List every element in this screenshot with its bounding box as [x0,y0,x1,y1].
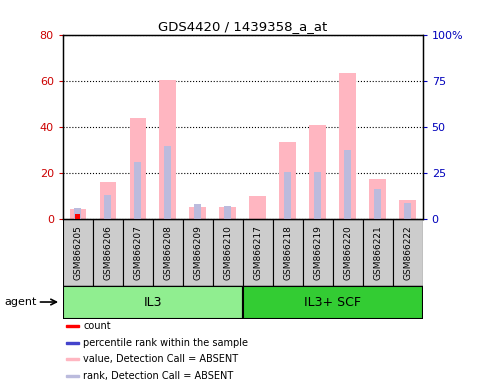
Bar [99,182,116,220]
Bar [63,286,242,318]
Bar [242,286,423,318]
Bar [273,220,303,286]
Bar [213,220,242,286]
Bar [159,79,176,220]
Bar [303,220,333,286]
Bar [70,209,86,220]
Bar [242,220,273,286]
Text: count: count [83,321,111,331]
Text: GSM866209: GSM866209 [193,225,202,280]
Bar [344,150,351,220]
Title: GDS4420 / 1439358_a_at: GDS4420 / 1439358_a_at [158,20,327,33]
Bar [225,205,231,220]
Bar [75,214,81,220]
Text: GSM866208: GSM866208 [163,225,172,280]
Bar [333,220,363,286]
Bar [310,125,326,220]
Bar [249,196,266,220]
Bar [104,195,111,220]
Text: GSM866217: GSM866217 [253,225,262,280]
Bar [280,142,296,220]
Bar [183,220,213,286]
Text: GSM866206: GSM866206 [103,225,112,280]
Bar [363,220,393,286]
Bar [66,325,79,327]
Bar [66,358,79,361]
Bar [164,146,171,220]
Text: GSM866205: GSM866205 [73,225,82,280]
Bar [189,207,206,220]
Text: GSM866221: GSM866221 [373,225,382,280]
Bar [393,220,423,286]
Text: rank, Detection Call = ABSENT: rank, Detection Call = ABSENT [83,371,234,381]
Bar [219,207,236,220]
Bar [123,220,153,286]
Text: GSM866220: GSM866220 [343,225,352,280]
Text: GSM866219: GSM866219 [313,225,322,280]
Bar [66,375,79,377]
Text: percentile rank within the sample: percentile rank within the sample [83,338,248,348]
Text: agent: agent [5,297,37,307]
Bar [66,342,79,344]
Bar [284,172,291,220]
Text: IL3+ SCF: IL3+ SCF [304,296,361,308]
Bar [369,179,386,220]
Bar [74,208,81,220]
Bar [399,200,416,220]
Text: GSM866218: GSM866218 [283,225,292,280]
Bar [134,162,141,220]
Text: value, Detection Call = ABSENT: value, Detection Call = ABSENT [83,354,239,364]
Bar [153,220,183,286]
Bar [314,172,321,220]
Text: IL3: IL3 [143,296,162,308]
Text: GSM866222: GSM866222 [403,225,412,280]
Bar [93,220,123,286]
Text: GSM866207: GSM866207 [133,225,142,280]
Bar [404,203,411,220]
Bar [129,118,146,220]
Bar [63,220,93,286]
Text: GSM866210: GSM866210 [223,225,232,280]
Bar [374,189,381,220]
Bar [340,73,356,220]
Bar [195,204,201,220]
